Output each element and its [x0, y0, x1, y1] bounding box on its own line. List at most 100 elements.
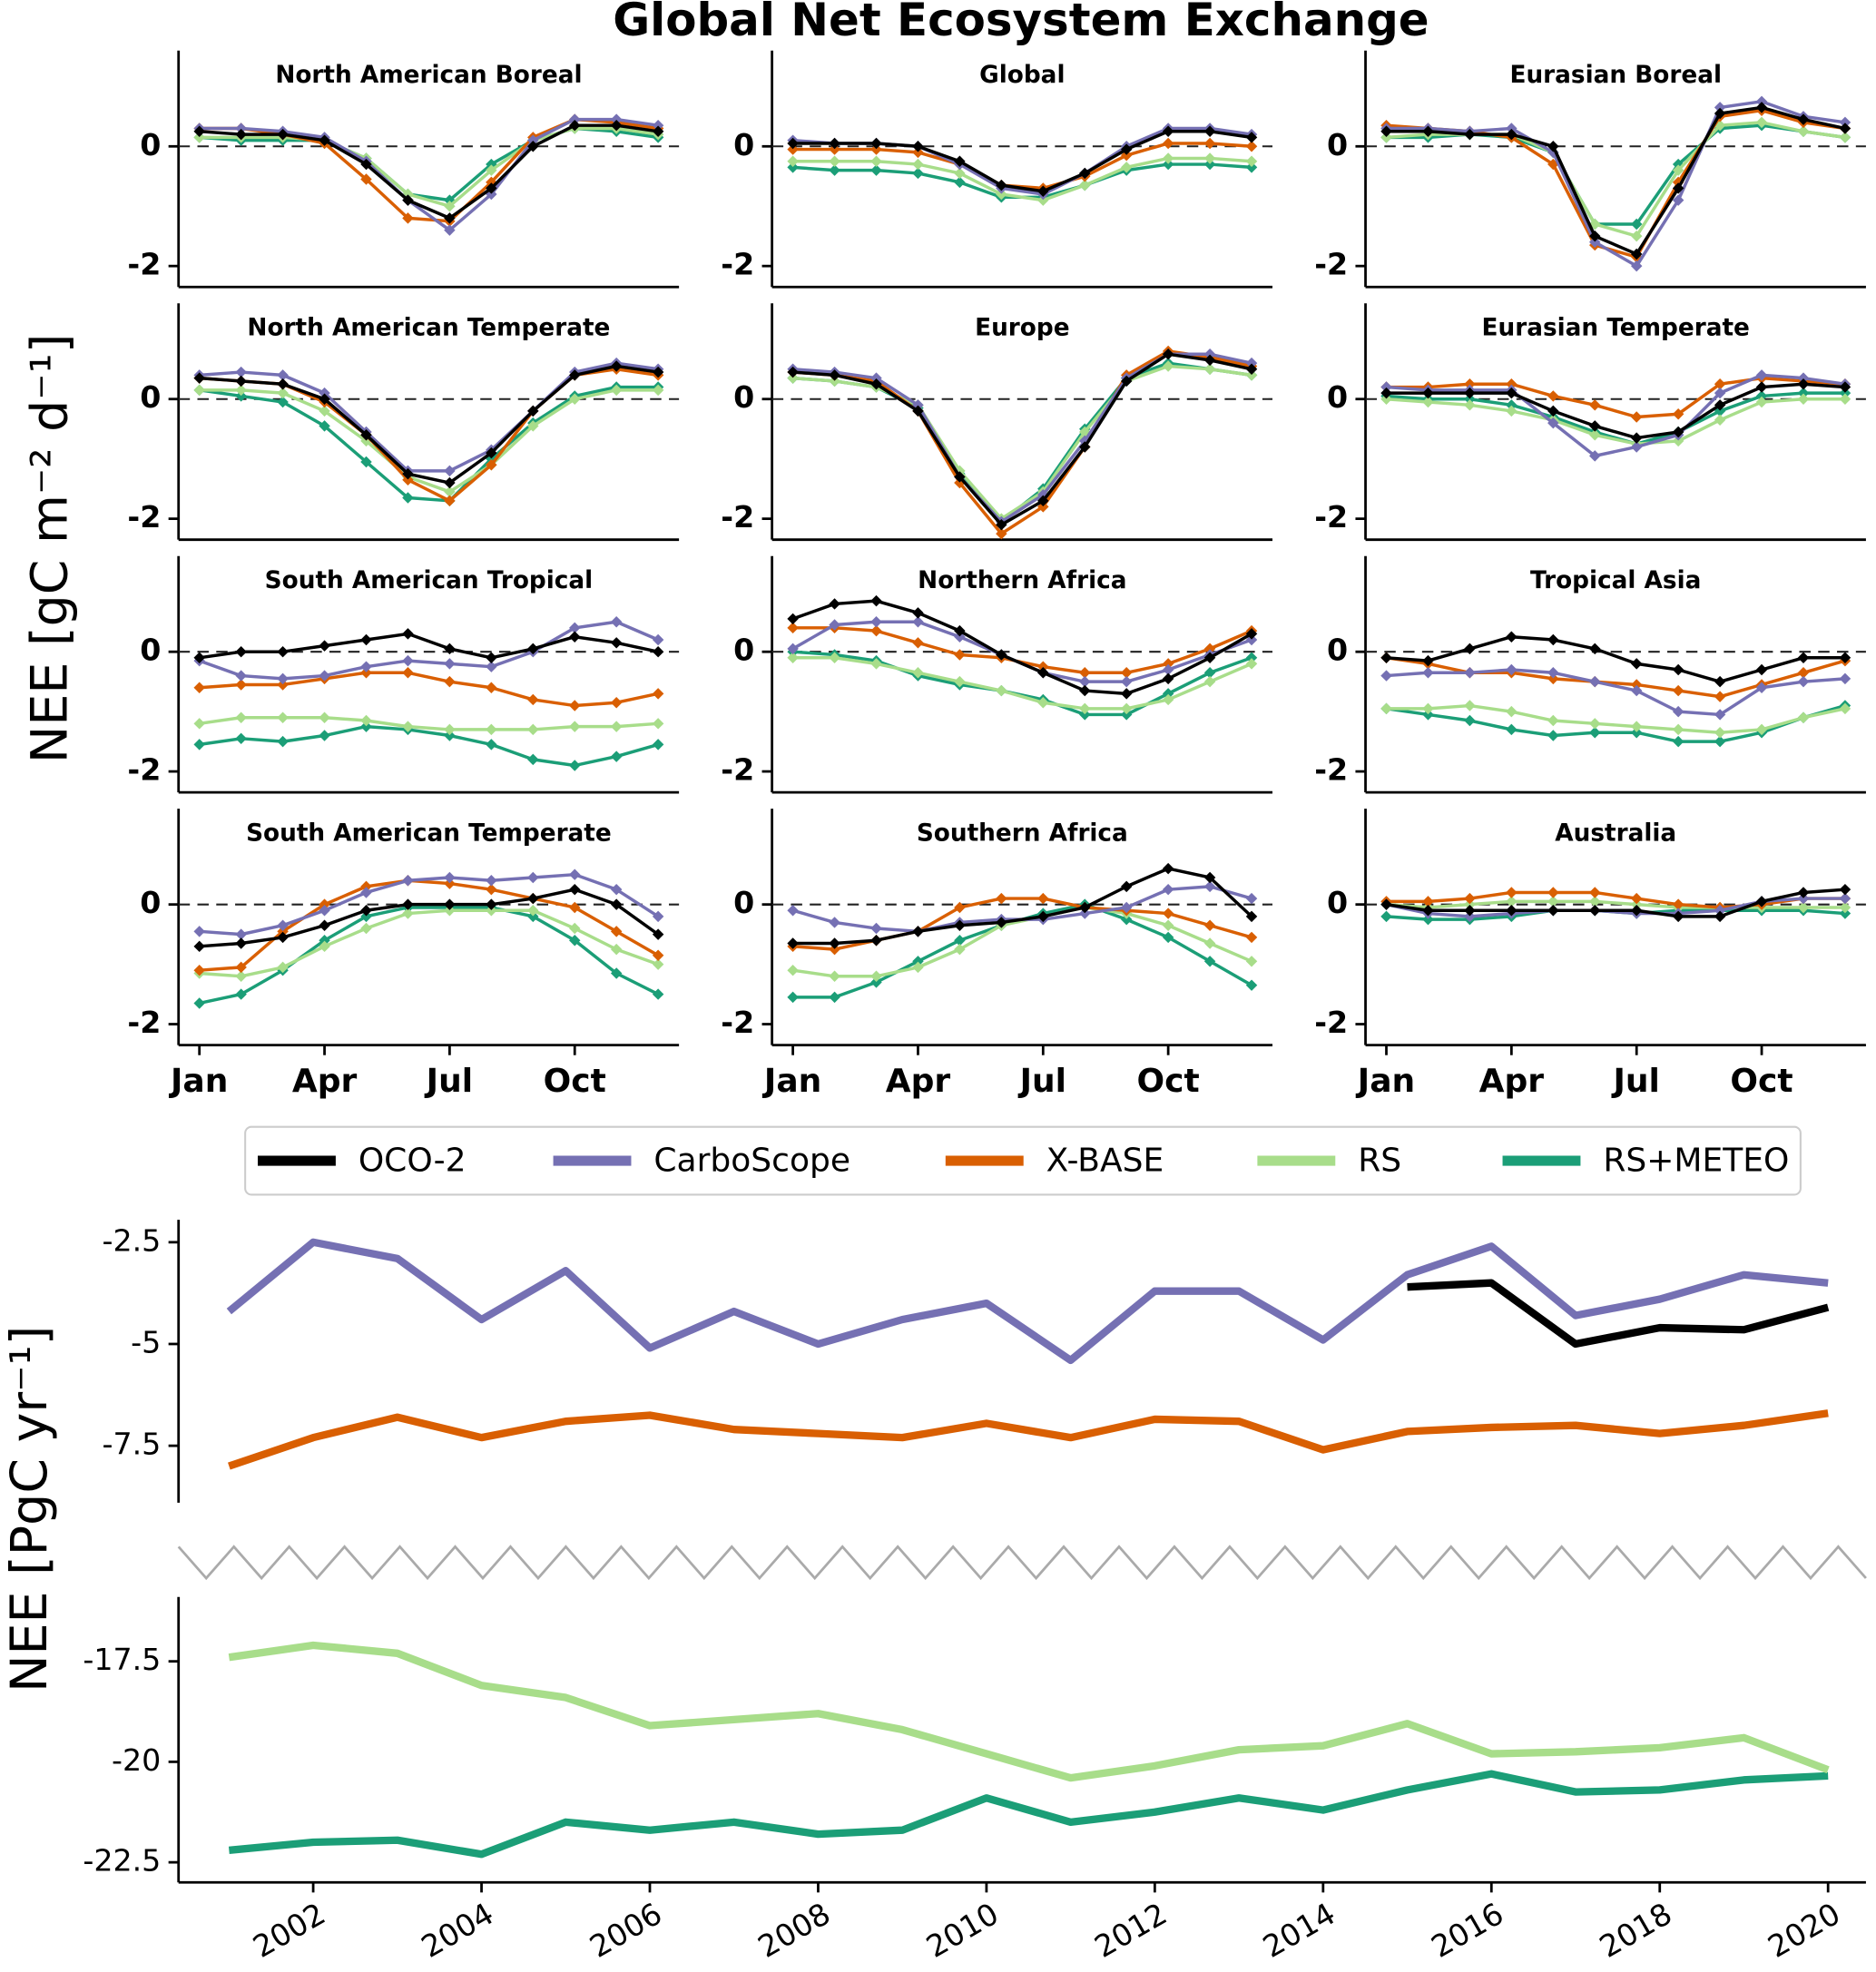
- point: [193, 132, 205, 143]
- point: [1797, 892, 1810, 905]
- point: [1797, 393, 1810, 405]
- point: [569, 922, 581, 935]
- y-tick-label: -2: [127, 499, 161, 535]
- point: [652, 119, 664, 132]
- point: [1547, 887, 1559, 898]
- y-axis-label-annual: NEE [PgC yr⁻¹]: [1, 1326, 59, 1692]
- panel-title: Northern Africa: [918, 567, 1126, 594]
- point: [610, 119, 623, 132]
- point: [870, 378, 882, 390]
- point: [1755, 663, 1768, 676]
- series-line: [1386, 123, 1846, 226]
- series-line: [199, 632, 659, 660]
- point: [1547, 141, 1559, 152]
- point: [829, 619, 840, 631]
- point: [1714, 910, 1726, 923]
- point: [1714, 709, 1726, 721]
- point: [610, 615, 623, 628]
- point: [829, 375, 840, 388]
- point: [1380, 670, 1392, 682]
- series-line: [226, 1238, 1829, 1365]
- point: [1079, 684, 1091, 697]
- point: [235, 123, 247, 134]
- point: [787, 964, 799, 976]
- point: [1672, 182, 1684, 194]
- point: [1672, 898, 1684, 910]
- point: [1464, 393, 1476, 405]
- point: [360, 887, 372, 898]
- point: [1380, 387, 1392, 399]
- x-tick-label: 2020: [1762, 1896, 1846, 1965]
- point: [1506, 896, 1517, 908]
- point: [193, 926, 205, 937]
- point: [1464, 378, 1476, 390]
- point: [652, 645, 664, 658]
- point: [569, 760, 581, 771]
- point: [1380, 132, 1392, 143]
- point: [652, 384, 664, 397]
- point: [787, 652, 799, 664]
- point: [1464, 128, 1476, 141]
- series-line: [792, 885, 1252, 934]
- legend-label: RS+METEO: [1603, 1142, 1789, 1179]
- point: [486, 182, 497, 194]
- point: [652, 688, 664, 700]
- point: [954, 649, 966, 661]
- series-line: [199, 908, 659, 978]
- point: [1797, 901, 1810, 914]
- point: [1589, 429, 1601, 441]
- series-line: [199, 671, 659, 708]
- point: [1162, 908, 1174, 919]
- y-tick-label: -5: [131, 1324, 161, 1359]
- y-tick-label: -2.5: [102, 1222, 161, 1258]
- series-line: [199, 620, 659, 681]
- point: [569, 369, 581, 381]
- point: [1589, 643, 1601, 655]
- point: [1672, 407, 1684, 420]
- point: [569, 393, 581, 405]
- point: [1797, 378, 1810, 390]
- y-tick-label: 0: [1327, 379, 1348, 415]
- point: [1422, 905, 1434, 917]
- series-line: [792, 156, 1252, 202]
- point: [1464, 643, 1476, 655]
- point: [1589, 887, 1601, 898]
- point: [319, 420, 330, 432]
- y-tick-label: -7.5: [102, 1427, 161, 1462]
- panel-title: Eurasian Temperate: [1482, 314, 1750, 341]
- series-line: [792, 867, 1253, 946]
- point: [610, 943, 623, 956]
- point: [870, 658, 882, 670]
- x-tick-label: Jul: [1611, 1063, 1660, 1100]
- point: [444, 898, 456, 910]
- point: [360, 173, 372, 185]
- point: [1589, 236, 1601, 249]
- point: [1839, 116, 1851, 129]
- point: [235, 645, 247, 658]
- point: [1547, 672, 1559, 685]
- series-line: [1386, 100, 1846, 268]
- point: [319, 393, 330, 405]
- point: [444, 486, 456, 498]
- point: [193, 940, 205, 953]
- point: [1506, 128, 1517, 141]
- point: [1630, 658, 1643, 670]
- point: [360, 667, 372, 679]
- point: [1162, 348, 1174, 360]
- point: [402, 875, 414, 887]
- point: [1506, 705, 1517, 718]
- panel-title: North American Temperate: [247, 314, 610, 341]
- point: [1422, 702, 1434, 715]
- point: [1422, 896, 1434, 908]
- point: [319, 670, 330, 682]
- series-line: [199, 117, 659, 232]
- x-tick-label: Apr: [292, 1063, 358, 1100]
- point: [1672, 435, 1684, 447]
- point: [1506, 663, 1517, 676]
- point: [1380, 898, 1392, 910]
- series-line: [1386, 703, 1846, 734]
- point: [1714, 378, 1726, 390]
- point: [1672, 910, 1684, 923]
- point: [1464, 399, 1476, 411]
